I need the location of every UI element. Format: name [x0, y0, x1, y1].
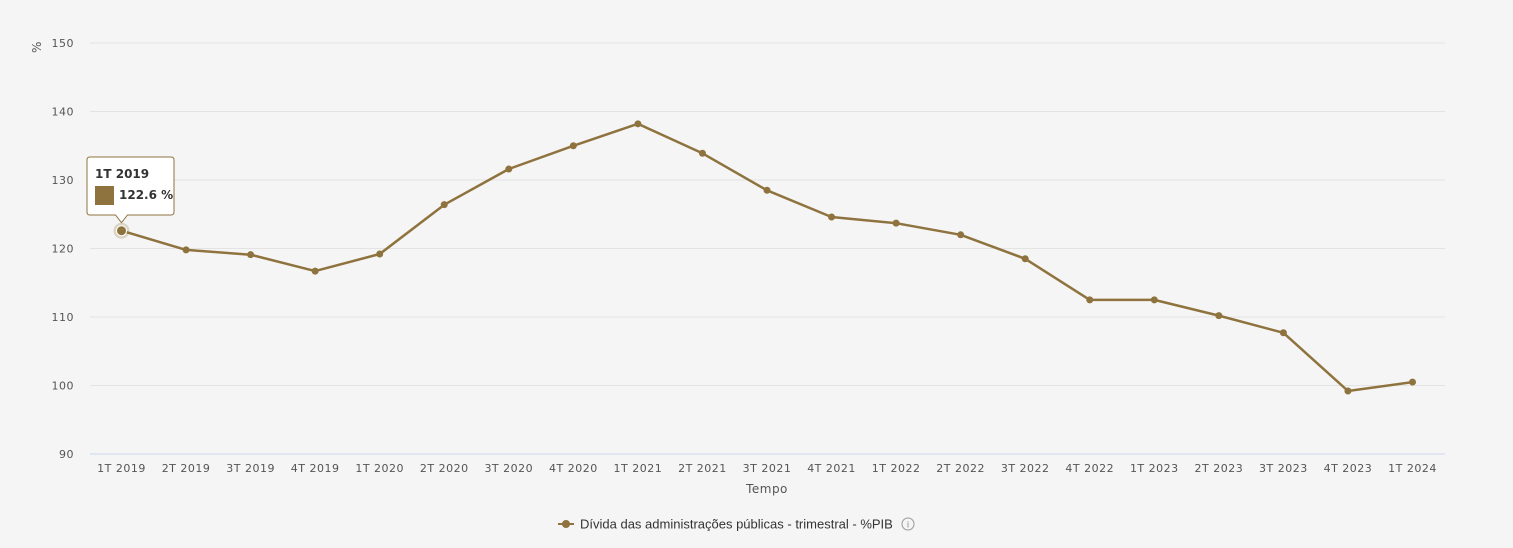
- data-point[interactable]: [1279, 329, 1287, 337]
- y-axis-ticks: 90 100 110 120 130 140 150: [52, 37, 75, 461]
- x-tick-label: 1T 2021: [614, 462, 663, 475]
- data-point[interactable]: [892, 219, 900, 227]
- tooltip-box: [86, 156, 175, 224]
- x-axis-title: Tempo: [745, 482, 788, 496]
- y-tick-label: 110: [52, 311, 75, 324]
- tooltip-title: 1T 2019: [95, 167, 149, 181]
- x-tick-label: 3T 2021: [743, 462, 792, 475]
- data-point[interactable]: [1344, 387, 1352, 395]
- tooltip-value: 122.6 %: [119, 188, 173, 202]
- data-point[interactable]: [569, 142, 577, 150]
- y-tick-label: 130: [52, 174, 75, 187]
- data-point[interactable]: [247, 251, 255, 259]
- x-tick-label: 2T 2022: [936, 462, 985, 475]
- tooltip: 1T 2019 122.6 %: [86, 156, 175, 224]
- x-tick-label: 4T 2022: [1065, 462, 1114, 475]
- y-tick-label: 90: [59, 448, 74, 461]
- x-tick-label: 1T 2023: [1130, 462, 1179, 475]
- tooltip-swatch: [95, 186, 114, 205]
- x-tick-label: 3T 2023: [1259, 462, 1308, 475]
- data-point[interactable]: [1215, 312, 1223, 320]
- y-tick-label: 140: [52, 106, 75, 119]
- data-point[interactable]: [957, 231, 965, 239]
- x-axis-ticks: 1T 2019 2T 2019 3T 2019 4T 2019 1T 2020 2T 20…: [97, 462, 1437, 475]
- legend-label[interactable]: Dívida das administrações públicas - tri…: [580, 517, 893, 532]
- data-point[interactable]: [1086, 296, 1094, 304]
- info-icon[interactable]: i: [901, 517, 915, 531]
- data-point[interactable]: [116, 225, 127, 237]
- y-tick-label: 100: [52, 380, 75, 393]
- x-tick-label: 3T 2022: [1001, 462, 1050, 475]
- data-point[interactable]: [634, 120, 642, 128]
- data-point[interactable]: [1021, 255, 1029, 263]
- x-tick-label: 4T 2020: [549, 462, 598, 475]
- series-line: [120, 122, 1414, 393]
- y-tick-label: 120: [52, 243, 75, 256]
- y-tick-label: 150: [52, 37, 75, 50]
- data-point[interactable]: [828, 213, 836, 221]
- x-tick-label: 3T 2019: [226, 462, 275, 475]
- data-point[interactable]: [1409, 378, 1416, 386]
- x-tick-label: 1T 2024: [1388, 462, 1437, 475]
- x-tick-label: 1T 2019: [97, 462, 146, 475]
- x-tick-label: 4T 2023: [1324, 462, 1373, 475]
- data-point[interactable]: [505, 165, 513, 173]
- x-tick-label: 1T 2020: [355, 462, 404, 475]
- x-tick-label: 4T 2019: [291, 462, 340, 475]
- x-tick-label: 3T 2020: [484, 462, 533, 475]
- legend-marker: [562, 520, 570, 528]
- data-point[interactable]: [698, 149, 706, 157]
- x-tick-label: 2T 2023: [1194, 462, 1243, 475]
- data-point[interactable]: [440, 201, 448, 209]
- data-point[interactable]: [763, 186, 771, 194]
- info-icon-glyph: i: [907, 520, 909, 530]
- x-tick-label: 2T 2021: [678, 462, 727, 475]
- series-group: [113, 120, 1416, 395]
- x-tick-label: 4T 2021: [807, 462, 856, 475]
- data-point[interactable]: [1150, 296, 1158, 304]
- x-tick-label: 1T 2022: [872, 462, 921, 475]
- y-axis-title: %: [30, 41, 44, 53]
- grid-lines: [90, 42, 1445, 455]
- data-point[interactable]: [182, 246, 190, 254]
- data-point[interactable]: [311, 267, 319, 275]
- x-tick-label: 2T 2019: [162, 462, 211, 475]
- x-tick-label: 2T 2020: [420, 462, 469, 475]
- legend[interactable]: Dívida das administrações públicas - tri…: [558, 517, 915, 532]
- data-point[interactable]: [376, 250, 384, 258]
